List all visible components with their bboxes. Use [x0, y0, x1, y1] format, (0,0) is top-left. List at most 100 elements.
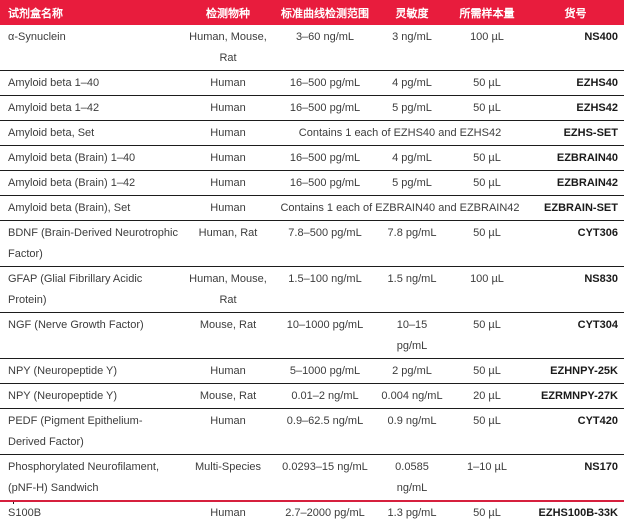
species-cell: Human — [183, 171, 273, 196]
catalog-number-cell: EZRMNPY-27K — [527, 384, 624, 409]
species-cell: Human — [183, 359, 273, 384]
column-header-name: 试剂盒名称 — [0, 0, 183, 25]
kit-name-cell: NPY (Neuropeptide Y) — [0, 384, 183, 409]
sensitivity-cell: 4 pg/mL — [377, 71, 447, 96]
sensitivity-cell: 0.9 ng/mL — [377, 409, 447, 455]
sensitivity-cell: 1.3 pg/mL — [377, 501, 447, 525]
kit-name-cell: α-Synuclein — [0, 25, 183, 71]
column-header-volume: 所需样本量 — [447, 0, 527, 25]
species-cell: Human, Rat — [183, 221, 273, 267]
assay-range-cell: 5–1000 pg/mL — [273, 359, 377, 384]
sensitivity-cell: 10–15 pg/mL — [377, 313, 447, 359]
assay-range-cell: 16–500 pg/mL — [273, 96, 377, 121]
table-header-row: 试剂盒名称检测物种标准曲线检测范围灵敏度所需样本量货号 — [0, 0, 624, 25]
species-cell: Human — [183, 96, 273, 121]
kit-name-cell: BDNF (Brain-Derived Neurotrophic Factor) — [0, 221, 183, 267]
catalog-number-cell: EZHS42 — [527, 96, 624, 121]
catalog-number-cell: EZHS100B-33K — [527, 501, 624, 525]
sample-volume-cell: 50 µL — [447, 71, 527, 96]
species-cell: Human — [183, 409, 273, 455]
sensitivity-cell: 0.004 ng/mL — [377, 384, 447, 409]
kit-name-cell: PEDF (Pigment Epithelium-Derived Factor) — [0, 409, 183, 455]
assay-range-cell: 16–500 pg/mL — [273, 71, 377, 96]
column-header-catalog: 货号 — [527, 0, 624, 25]
species-cell: Human — [183, 71, 273, 96]
catalog-number-cell: NS830 — [527, 267, 624, 313]
sample-volume-cell: 100 µL — [447, 25, 527, 71]
assay-range-cell: 2.7–2000 pg/mL — [273, 501, 377, 525]
kit-name-cell: Amyloid beta, Set — [0, 121, 183, 146]
species-cell: Human — [183, 196, 273, 221]
sample-volume-cell: 50 µL — [447, 313, 527, 359]
table-bottom-rule — [0, 500, 624, 502]
kit-name-cell: Amyloid beta 1–42 — [0, 96, 183, 121]
sample-volume-cell: 100 µL — [447, 267, 527, 313]
species-cell: Multi-Species — [183, 455, 273, 501]
assay-range-cell: 16–500 pg/mL — [273, 171, 377, 196]
assay-range-cell: 0.01–2 ng/mL — [273, 384, 377, 409]
species-cell: Human — [183, 146, 273, 171]
assay-range-cell: 10–1000 pg/mL — [273, 313, 377, 359]
sensitivity-cell: 7.8 pg/mL — [377, 221, 447, 267]
column-header-range: 标准曲线检测范围 — [273, 0, 377, 25]
assay-range-cell: 16–500 pg/mL — [273, 146, 377, 171]
sample-volume-cell: 50 µL — [447, 359, 527, 384]
sensitivity-cell: 1.5 ng/mL — [377, 267, 447, 313]
catalog-number-cell: CYT420 — [527, 409, 624, 455]
kit-name-cell: GFAP (Glial Fibrillary Acidic Protein) — [0, 267, 183, 313]
set-contents-cell: Contains 1 each of EZBRAIN40 and EZBRAIN… — [273, 196, 527, 221]
sample-volume-cell: 50 µL — [447, 221, 527, 267]
assay-range-cell: 1.5–100 ng/mL — [273, 267, 377, 313]
sensitivity-cell: 2 pg/mL — [377, 359, 447, 384]
species-cell: Human, Mouse, Rat — [183, 267, 273, 313]
species-cell: Human — [183, 121, 273, 146]
table-row: PEDF (Pigment Epithelium-Derived Factor)… — [0, 409, 624, 455]
assay-range-cell: 3–60 ng/mL — [273, 25, 377, 71]
sample-volume-cell: 1–10 µL — [447, 455, 527, 501]
catalog-number-cell: CYT304 — [527, 313, 624, 359]
catalog-number-cell: EZHS-SET — [527, 121, 624, 146]
sample-volume-cell: 50 µL — [447, 501, 527, 525]
sensitivity-cell: 0.0585 ng/mL — [377, 455, 447, 501]
kit-name-cell: Amyloid beta (Brain), Set — [0, 196, 183, 221]
set-contents-cell: Contains 1 each of EZHS40 and EZHS42 — [273, 121, 527, 146]
column-header-species: 检测物种 — [183, 0, 273, 25]
species-cell: Human, Mouse, Rat — [183, 25, 273, 71]
table-row: BDNF (Brain-Derived Neurotrophic Factor)… — [0, 221, 624, 267]
sample-volume-cell: 50 µL — [447, 171, 527, 196]
sample-volume-cell: 50 µL — [447, 146, 527, 171]
assay-range-cell: 0.9–62.5 ng/mL — [273, 409, 377, 455]
sensitivity-cell: 5 pg/mL — [377, 171, 447, 196]
catalog-number-cell: EZBRAIN40 — [527, 146, 624, 171]
kit-name-cell: Amyloid beta (Brain) 1–42 — [0, 171, 183, 196]
kit-name-cell: Phosphorylated Neurofilament, (pNF-H) Sa… — [0, 455, 183, 501]
sensitivity-cell: 5 pg/mL — [377, 96, 447, 121]
sample-volume-cell: 50 µL — [447, 96, 527, 121]
assay-range-cell: 0.0293–15 ng/mL — [273, 455, 377, 501]
assay-range-cell: 7.8–500 pg/mL — [273, 221, 377, 267]
kit-name-cell: Amyloid beta (Brain) 1–40 — [0, 146, 183, 171]
catalog-number-cell: EZHNPY-25K — [527, 359, 624, 384]
sample-volume-cell: 20 µL — [447, 384, 527, 409]
catalog-number-cell: EZBRAIN42 — [527, 171, 624, 196]
catalog-number-cell: CYT306 — [527, 221, 624, 267]
species-cell: Mouse, Rat — [183, 384, 273, 409]
table-header: 试剂盒名称检测物种标准曲线检测范围灵敏度所需样本量货号 — [0, 0, 624, 25]
kit-name-cell: Amyloid beta 1–40 — [0, 71, 183, 96]
table-row: Phosphorylated Neurofilament, (pNF-H) Sa… — [0, 455, 624, 501]
catalog-number-cell: NS400 — [527, 25, 624, 71]
kit-name-cell: NPY (Neuropeptide Y) — [0, 359, 183, 384]
sample-volume-cell: 50 µL — [447, 409, 527, 455]
